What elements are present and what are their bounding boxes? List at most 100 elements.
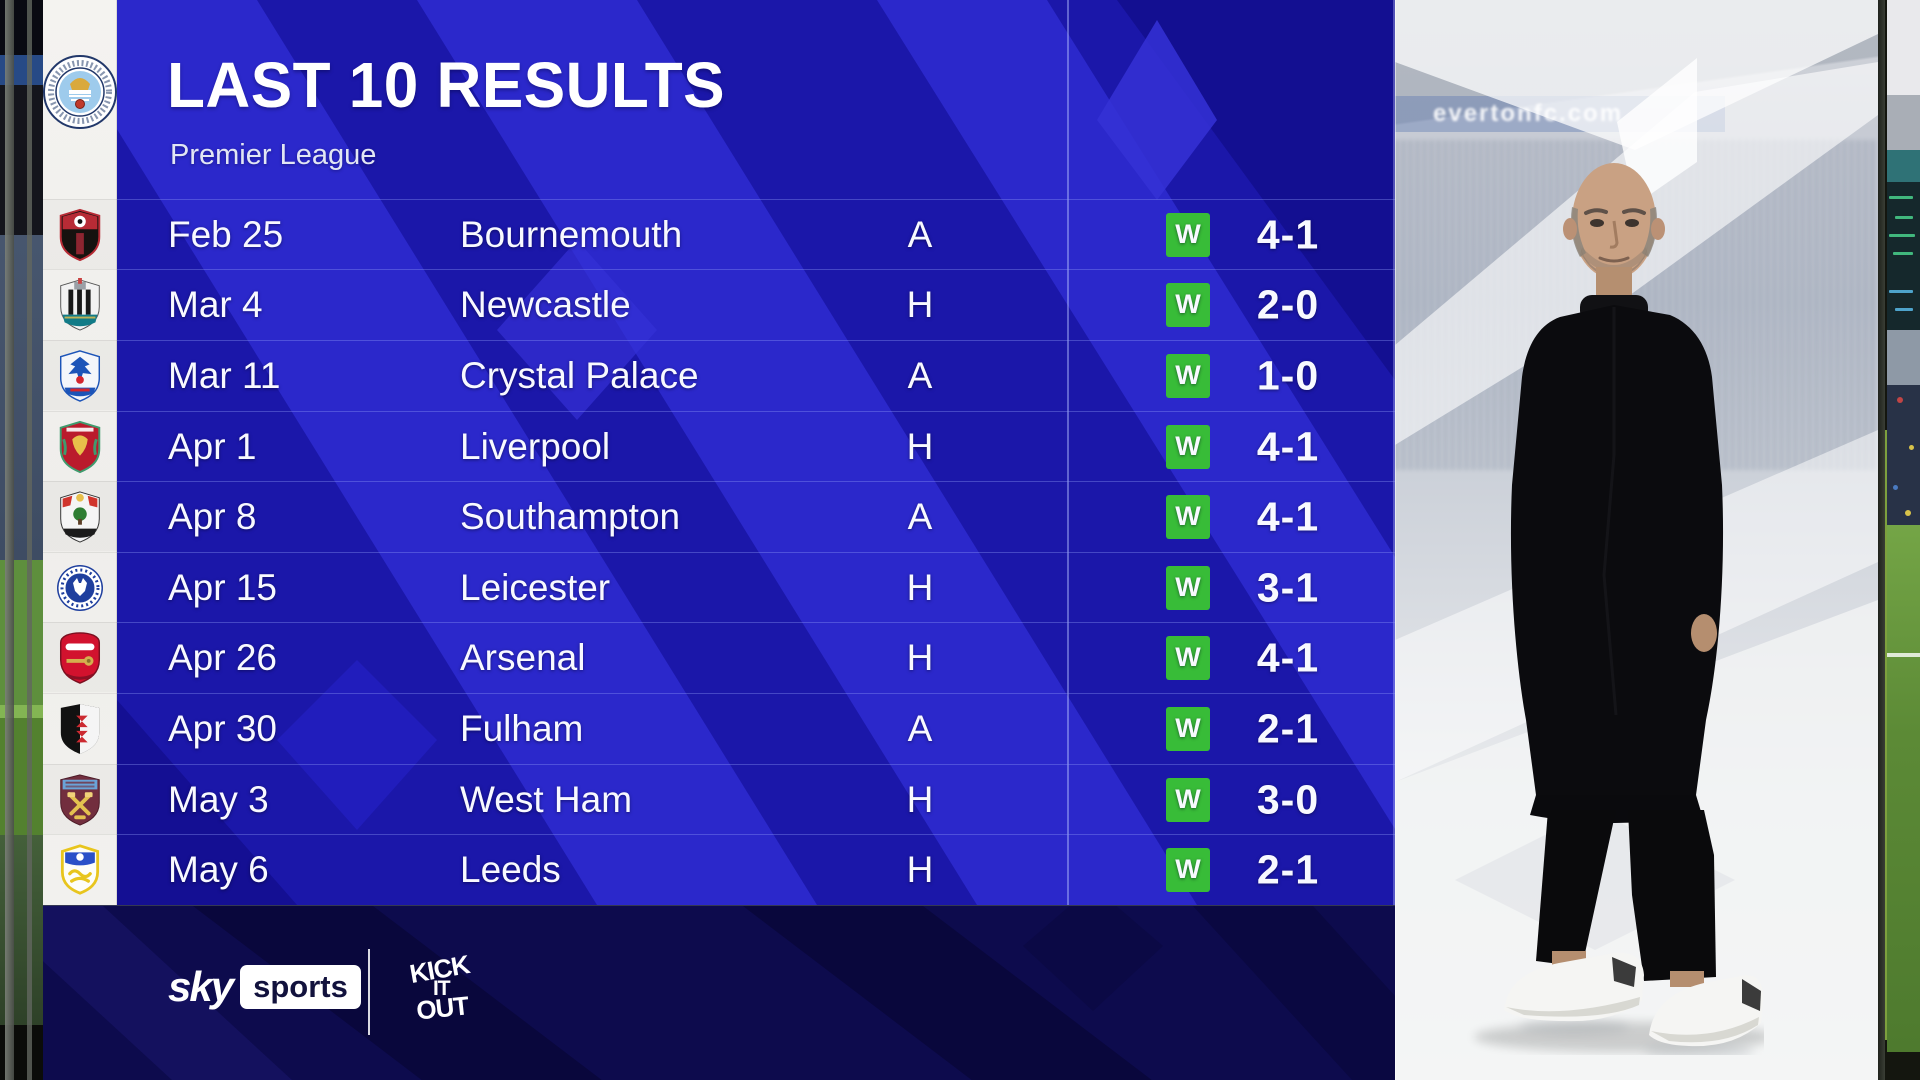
result-badge: W bbox=[1166, 777, 1210, 822]
venue-indicator: H bbox=[906, 636, 934, 678]
results-panel: LAST 10 RESULTS Premier League Feb 25 Bo… bbox=[117, 0, 1395, 905]
match-date: Feb 25 bbox=[168, 213, 284, 255]
page-title: LAST 10 RESULTS bbox=[167, 49, 726, 121]
footer-panel: sky sports KICK IT OUT bbox=[43, 905, 1395, 1080]
video-white-top bbox=[1887, 0, 1920, 95]
result-badge: W bbox=[1166, 635, 1210, 680]
competition-label: Premier League bbox=[170, 139, 377, 171]
venue-indicator: A bbox=[907, 707, 933, 749]
opponent-name: Leeds bbox=[460, 848, 561, 890]
match-date: May 6 bbox=[168, 848, 269, 890]
panel-edge-line bbox=[1393, 0, 1395, 905]
panel-boundary-line bbox=[1395, 0, 1396, 1080]
opponent-name: Crystal Palace bbox=[460, 354, 699, 396]
column-divider-line bbox=[1067, 0, 1069, 905]
stadium-photo-panel: evertonfc.com bbox=[1395, 0, 1878, 1080]
result-badge: W bbox=[1166, 424, 1210, 469]
venue-indicator: A bbox=[907, 354, 933, 396]
opponent-name: Newcastle bbox=[460, 283, 631, 325]
badge-leeds-icon bbox=[43, 834, 117, 904]
opponent-name: Bournemouth bbox=[460, 213, 683, 255]
badge-crystal-palace-icon bbox=[43, 340, 117, 410]
match-date: May 3 bbox=[168, 778, 269, 820]
match-date: Apr 8 bbox=[168, 495, 257, 537]
badge-arsenal-icon bbox=[43, 622, 117, 692]
match-date: Apr 15 bbox=[168, 566, 278, 608]
match-score: 1-0 bbox=[1256, 352, 1320, 398]
match-score: 4-1 bbox=[1256, 634, 1320, 680]
venue-indicator: H bbox=[906, 778, 934, 820]
match-date: Apr 1 bbox=[168, 425, 257, 467]
opponent-name: West Ham bbox=[460, 778, 633, 820]
result-badge: W bbox=[1166, 494, 1210, 539]
net-pole bbox=[27, 0, 32, 1080]
opponent-name: Leicester bbox=[460, 566, 611, 608]
opponent-name: Liverpool bbox=[460, 425, 611, 467]
badge-liverpool-icon bbox=[43, 411, 117, 481]
badge-rail-cells bbox=[43, 0, 117, 905]
table-row: Apr 15 Leicester H W 3-1 bbox=[117, 552, 1395, 622]
result-badge: W bbox=[1166, 706, 1210, 751]
badge-fulham-icon bbox=[43, 693, 117, 763]
badge-southampton-icon bbox=[43, 481, 117, 551]
match-score: 4-1 bbox=[1256, 211, 1320, 257]
badge-newcastle-icon bbox=[43, 269, 117, 339]
sky-logo-word: sky bbox=[168, 963, 234, 1010]
table-row: Mar 11 Crystal Palace A W 1-0 bbox=[117, 340, 1395, 410]
video-pitch-right bbox=[1887, 525, 1920, 1052]
venue-indicator: A bbox=[907, 213, 933, 255]
result-badge: W bbox=[1166, 565, 1210, 610]
table-row: Apr 1 Liverpool H W 4-1 bbox=[117, 411, 1395, 481]
result-badge: W bbox=[1166, 282, 1210, 327]
goal-post-pole bbox=[5, 0, 14, 1080]
stand-fascia bbox=[1887, 330, 1920, 385]
result-badge: W bbox=[1166, 847, 1210, 892]
sky-sports-logo: sky sports bbox=[168, 963, 361, 1010]
opponent-name: Arsenal bbox=[460, 636, 586, 678]
video-crowd-right bbox=[1887, 385, 1920, 525]
match-date: Apr 26 bbox=[168, 636, 278, 678]
stadium-video-left-edge bbox=[0, 0, 43, 1080]
match-date: Mar 4 bbox=[168, 283, 263, 325]
match-score: 4-1 bbox=[1256, 493, 1320, 539]
match-score: 3-1 bbox=[1256, 564, 1320, 610]
table-row: May 3 West Ham H W 3-0 bbox=[117, 764, 1395, 834]
badge-west-ham-icon bbox=[43, 764, 117, 834]
match-score: 3-0 bbox=[1256, 776, 1320, 822]
scoreboard-screen bbox=[1887, 182, 1920, 330]
table-row: Apr 26 Arsenal H W 4-1 bbox=[117, 622, 1395, 692]
venue-indicator: H bbox=[906, 566, 934, 608]
match-score: 2-1 bbox=[1256, 705, 1320, 751]
result-badge: W bbox=[1166, 212, 1210, 257]
match-date: Apr 30 bbox=[168, 707, 278, 749]
opponent-name: Southampton bbox=[460, 495, 681, 537]
manchester-city-badge-icon bbox=[42, 54, 118, 135]
table-row: Apr 30 Fulham A W 2-1 bbox=[117, 693, 1395, 763]
match-date: Mar 11 bbox=[168, 354, 281, 396]
result-badge: W bbox=[1166, 353, 1210, 398]
venue-indicator: A bbox=[907, 495, 933, 537]
pep-guardiola-photo bbox=[1474, 163, 1764, 1055]
scoreboard-header bbox=[1887, 150, 1920, 182]
table-row: May 6 Leeds H W 2-1 bbox=[117, 834, 1395, 904]
logo-divider-line bbox=[368, 949, 370, 1035]
badge-leicester-icon bbox=[43, 552, 117, 622]
table-row: Apr 8 Southampton A W 4-1 bbox=[117, 481, 1395, 551]
video-dark-bottom-right bbox=[1887, 1052, 1920, 1080]
table-row: Feb 25 Bournemouth A W 4-1 bbox=[117, 199, 1395, 269]
video-roof bbox=[1887, 95, 1920, 150]
table-row: Mar 4 Newcastle H W 2-0 bbox=[117, 269, 1395, 339]
pole-highlight bbox=[1885, 430, 1887, 1040]
venue-indicator: H bbox=[906, 283, 934, 325]
stanchion-pole bbox=[1878, 0, 1885, 1080]
venue-indicator: H bbox=[906, 425, 934, 467]
venue-indicator: H bbox=[906, 848, 934, 890]
opponent-name: Fulham bbox=[460, 707, 584, 749]
stadium-video-right-edge bbox=[1878, 0, 1920, 1080]
match-score: 2-1 bbox=[1256, 846, 1320, 892]
match-score: 2-0 bbox=[1256, 281, 1320, 327]
badge-bournemouth-icon bbox=[43, 199, 117, 269]
match-score: 4-1 bbox=[1256, 423, 1320, 469]
sports-logo-box: sports bbox=[240, 965, 361, 1009]
